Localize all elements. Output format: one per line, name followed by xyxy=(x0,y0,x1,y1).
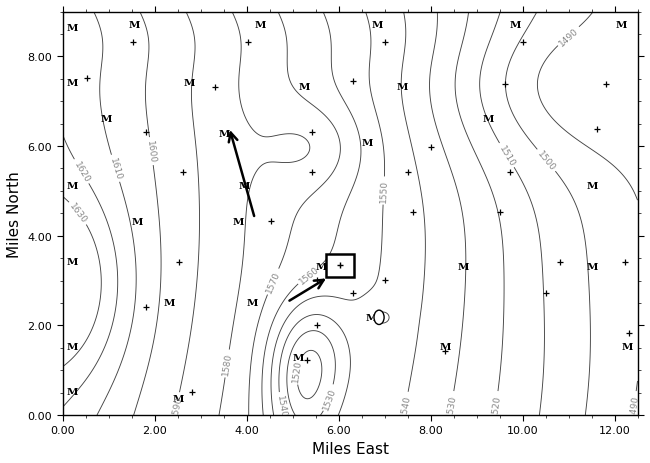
Ellipse shape xyxy=(374,311,384,325)
Text: M: M xyxy=(292,353,304,363)
Text: 1560: 1560 xyxy=(297,264,320,286)
Text: M: M xyxy=(587,262,598,271)
Text: M: M xyxy=(621,343,633,352)
Text: 1520: 1520 xyxy=(490,393,502,417)
Text: M: M xyxy=(366,313,378,322)
Text: 1580: 1580 xyxy=(221,352,233,375)
Text: M: M xyxy=(616,20,627,30)
X-axis label: Miles East: Miles East xyxy=(311,441,389,456)
Text: M: M xyxy=(128,20,140,30)
Text: M: M xyxy=(482,114,494,124)
Text: M: M xyxy=(66,343,77,352)
Text: M: M xyxy=(66,181,77,191)
Text: 1600: 1600 xyxy=(146,140,157,164)
Text: M: M xyxy=(66,24,77,32)
Text: M: M xyxy=(587,181,598,191)
Text: 1550: 1550 xyxy=(379,180,389,203)
Text: M: M xyxy=(101,114,112,124)
Text: M: M xyxy=(439,343,451,352)
Text: 1610: 1610 xyxy=(108,156,123,181)
Text: 1530: 1530 xyxy=(321,386,337,410)
Text: 1500: 1500 xyxy=(536,149,557,173)
Text: M: M xyxy=(246,298,258,307)
Text: M: M xyxy=(396,83,408,92)
Text: M: M xyxy=(164,298,175,307)
Text: 1540: 1540 xyxy=(399,394,412,418)
Bar xyxy=(326,254,354,277)
Text: 1540: 1540 xyxy=(275,394,287,418)
Text: M: M xyxy=(66,258,77,267)
Text: M: M xyxy=(173,394,185,403)
Y-axis label: Miles North: Miles North xyxy=(7,170,22,257)
Text: M: M xyxy=(315,262,327,271)
Text: 1490: 1490 xyxy=(557,26,580,48)
Text: 1620: 1620 xyxy=(72,160,91,184)
Text: M: M xyxy=(298,83,310,92)
Text: 1630: 1630 xyxy=(68,201,89,225)
Text: M: M xyxy=(361,138,373,148)
Text: M: M xyxy=(239,181,250,191)
Text: M: M xyxy=(66,388,77,396)
Text: M: M xyxy=(219,130,230,139)
Text: 1530: 1530 xyxy=(445,393,458,417)
Text: 1510: 1510 xyxy=(497,144,517,168)
Text: M: M xyxy=(510,20,521,30)
Text: M: M xyxy=(458,262,469,271)
Text: M: M xyxy=(255,20,266,30)
Text: M: M xyxy=(372,20,383,30)
Text: M: M xyxy=(131,218,143,226)
Text: 1490: 1490 xyxy=(628,393,640,417)
Text: 1520: 1520 xyxy=(291,359,304,383)
Text: M: M xyxy=(183,79,195,88)
Text: 1590: 1590 xyxy=(170,394,183,418)
Text: 1570: 1570 xyxy=(265,269,281,294)
Text: M: M xyxy=(66,79,77,88)
Text: M: M xyxy=(233,218,244,226)
